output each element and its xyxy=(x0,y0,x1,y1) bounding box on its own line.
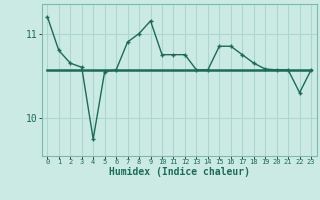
X-axis label: Humidex (Indice chaleur): Humidex (Indice chaleur) xyxy=(109,167,250,177)
